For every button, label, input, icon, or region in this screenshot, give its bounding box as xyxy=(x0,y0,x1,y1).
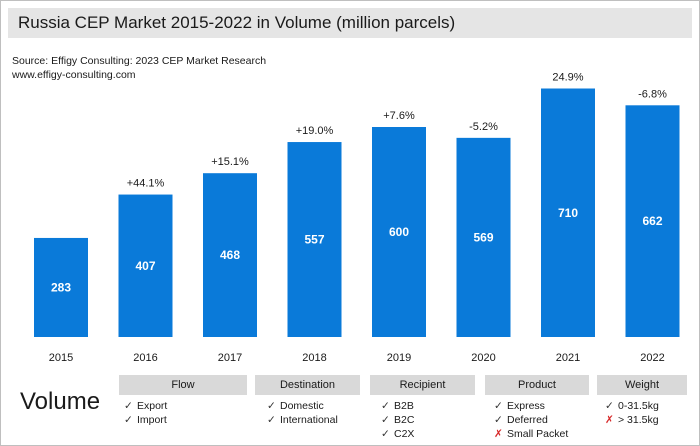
bar-value-label: 600 xyxy=(389,225,409,239)
legend-item: ✓ C2X xyxy=(381,428,415,440)
x-tick-label: 2021 xyxy=(556,352,580,364)
x-tick-label: 2015 xyxy=(49,352,73,364)
bar-value-label: 557 xyxy=(304,233,324,247)
bar-2022 xyxy=(625,105,680,337)
legend-item: ✓ 0-31.5kg xyxy=(605,400,659,412)
x-tick-label: 2017 xyxy=(218,352,242,364)
x-tick-label: 2016 xyxy=(133,352,157,364)
bar-2018 xyxy=(287,142,342,337)
bar-value-label: 468 xyxy=(220,248,240,262)
legend-item: ✓ B2B xyxy=(381,400,414,412)
legend-item: ✓ Deferred xyxy=(494,414,548,426)
legend-item: ✓ International xyxy=(267,414,338,426)
check-icon: ✓ xyxy=(381,428,390,440)
growth-label: +44.1% xyxy=(127,178,165,190)
website-note: www.effigy-consulting.com xyxy=(12,69,136,81)
legend-header-weight: Weight xyxy=(597,375,687,395)
growth-label: -5.2% xyxy=(469,121,498,133)
legend-header-flow: Flow xyxy=(119,375,247,395)
bar-value-label: 407 xyxy=(135,259,155,273)
bar-2017 xyxy=(203,173,257,337)
x-tick-label: 2018 xyxy=(302,352,326,364)
bar-2019 xyxy=(372,127,426,337)
bar-2016 xyxy=(118,194,173,337)
legend-item: ✓ Domestic xyxy=(267,400,324,412)
check-icon: ✓ xyxy=(494,414,503,426)
check-icon: ✓ xyxy=(381,400,390,412)
title-bar: Russia CEP Market 2015-2022 in Volume (m… xyxy=(8,8,692,38)
bar-2015 xyxy=(34,237,88,337)
bar-2020 xyxy=(456,137,511,337)
check-icon: ✓ xyxy=(605,400,614,412)
growth-label: 24.9% xyxy=(552,72,583,84)
legend-item: ✓ Import xyxy=(124,414,167,426)
volume-label: Volume xyxy=(20,388,101,415)
bar-chart: 283 2015 407 +44.1% 2016 468 +15.1% 2017 557 +19.… xyxy=(34,72,680,364)
cross-icon: ✗ xyxy=(605,414,614,426)
legend-item: ✗ > 31.5kg xyxy=(605,414,659,426)
legend-header-recipient: Recipient xyxy=(370,375,475,395)
growth-label: +19.0% xyxy=(296,125,334,137)
check-icon: ✓ xyxy=(267,414,276,426)
legend-header-product: Product xyxy=(485,375,589,395)
legend-item: ✓ B2C xyxy=(381,414,415,426)
chart-title: Russia CEP Market 2015-2022 in Volume (m… xyxy=(18,13,456,32)
check-icon: ✓ xyxy=(494,400,503,412)
bar-value-label: 283 xyxy=(51,280,71,294)
x-tick-label: 2022 xyxy=(640,352,664,364)
bar-value-label: 569 xyxy=(473,230,493,244)
x-tick-label: 2019 xyxy=(387,352,411,364)
bar-2021 xyxy=(541,88,595,337)
check-icon: ✓ xyxy=(124,400,133,412)
legend-item: ✗ Small Packet xyxy=(494,428,569,440)
legend-item: ✓ Export xyxy=(124,400,168,412)
check-icon: ✓ xyxy=(381,414,390,426)
bar-value-label: 710 xyxy=(558,206,578,220)
check-icon: ✓ xyxy=(124,414,133,426)
cross-icon: ✗ xyxy=(494,428,503,440)
check-icon: ✓ xyxy=(267,400,276,412)
source-note: Source: Effigy Consulting: 2023 CEP Mark… xyxy=(12,55,267,67)
legend-header-destination: Destination xyxy=(255,375,360,395)
legend-item: ✓ Express xyxy=(494,400,545,412)
growth-label: -6.8% xyxy=(638,88,667,100)
bar-value-label: 662 xyxy=(642,214,662,228)
growth-label: +7.6% xyxy=(383,110,415,122)
growth-label: +15.1% xyxy=(211,156,249,168)
x-tick-label: 2020 xyxy=(471,352,495,364)
